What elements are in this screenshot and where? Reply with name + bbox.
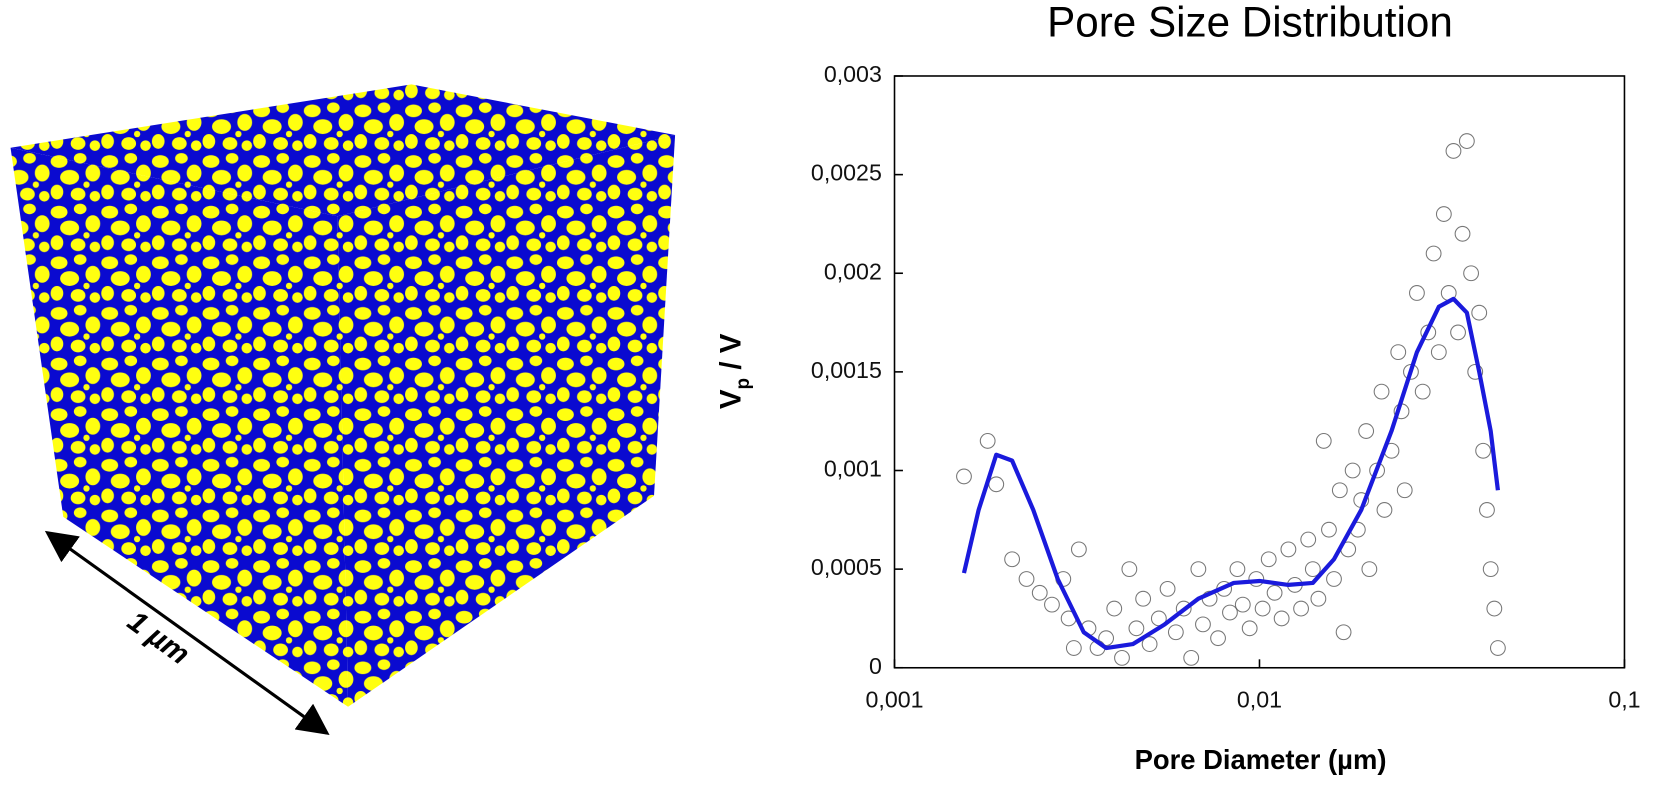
data-point xyxy=(1135,590,1152,607)
scale-label: 1 µm xyxy=(121,605,195,672)
data-point xyxy=(1266,584,1283,601)
scale-arrow xyxy=(44,530,330,736)
y-label-sub: p xyxy=(733,378,754,390)
data-point xyxy=(1409,285,1425,301)
data-point xyxy=(1358,423,1375,439)
cube-right xyxy=(337,135,676,707)
data-point xyxy=(1121,561,1138,578)
data-point xyxy=(1044,596,1060,613)
data-point xyxy=(1315,433,1332,449)
y-label-rest: / V xyxy=(715,333,748,378)
x-tick-label: 0,01 xyxy=(1237,687,1282,713)
data-point xyxy=(1254,600,1271,617)
data-point xyxy=(1463,265,1480,282)
data-point xyxy=(1159,580,1176,597)
data-point xyxy=(1031,584,1048,601)
y-tick-label: 0,002 xyxy=(824,258,882,284)
data-point xyxy=(1475,442,1492,459)
data-point xyxy=(1260,551,1277,568)
data-point xyxy=(988,476,1005,493)
data-point xyxy=(1489,640,1506,656)
data-point xyxy=(1065,640,1082,656)
data-point xyxy=(1373,383,1390,400)
data-point xyxy=(1326,571,1342,587)
data-point xyxy=(1229,561,1246,578)
data-point xyxy=(1293,600,1309,617)
data-point xyxy=(1361,561,1378,578)
x-tick-label: 0,1 xyxy=(1608,687,1640,713)
y-tick-label: 0,003 xyxy=(824,61,882,87)
data-point xyxy=(1241,620,1258,637)
data-point xyxy=(1430,344,1447,361)
data-point xyxy=(1458,133,1475,149)
data-point xyxy=(1195,616,1211,633)
data-point xyxy=(1435,206,1452,222)
y-tick-label: 0,001 xyxy=(824,456,882,482)
data-point xyxy=(956,468,972,485)
cube-left xyxy=(10,147,349,707)
data-point xyxy=(1335,624,1352,641)
data-point xyxy=(1486,600,1503,617)
data-point xyxy=(1248,571,1265,587)
data-point xyxy=(1471,304,1488,321)
fit-line xyxy=(961,296,1500,651)
data-point xyxy=(1167,624,1184,641)
data-point xyxy=(1425,245,1442,262)
data-point xyxy=(1018,571,1035,587)
data-point xyxy=(1280,541,1297,558)
data-point xyxy=(1445,143,1462,159)
y-tick-label: 0,0015 xyxy=(811,357,882,383)
data-point xyxy=(1390,344,1407,361)
data-point xyxy=(1141,636,1158,653)
data-point xyxy=(1004,551,1021,568)
data-point xyxy=(1183,649,1200,666)
data-point xyxy=(1396,482,1413,499)
x-axis-label: Pore Diameter (µm) xyxy=(1135,744,1387,775)
data-point xyxy=(1106,600,1123,617)
data-point xyxy=(1234,596,1251,613)
data-point xyxy=(979,433,996,449)
chart-title: Pore Size Distribution xyxy=(1047,0,1453,45)
data-point xyxy=(1273,610,1290,627)
data-point xyxy=(1070,541,1087,558)
data-point xyxy=(1479,502,1495,518)
data-point xyxy=(1414,383,1431,400)
data-point xyxy=(1467,363,1484,380)
data-point xyxy=(1222,604,1238,621)
cube xyxy=(10,84,676,707)
data-point xyxy=(1175,600,1192,617)
y-tick-label: 0,0005 xyxy=(811,554,882,580)
data-point xyxy=(1304,561,1321,578)
data-point xyxy=(1450,324,1466,341)
data-point xyxy=(1376,502,1393,518)
data-point xyxy=(1310,590,1327,607)
data-point xyxy=(1321,521,1337,538)
data-point xyxy=(1454,225,1471,242)
data-point xyxy=(1331,482,1348,499)
y-axis-label: Vp / V xyxy=(715,333,754,409)
x-tick-label: 0,001 xyxy=(865,687,923,713)
cube-top xyxy=(10,84,676,217)
data-point xyxy=(1300,531,1317,548)
data-point xyxy=(1482,561,1499,578)
data-point xyxy=(1210,630,1226,647)
y-tick-label: 0 xyxy=(869,653,882,679)
data-point xyxy=(1344,462,1361,479)
y-tick-label: 0,0025 xyxy=(811,160,882,186)
data-point xyxy=(1190,561,1207,578)
y-label-main: V xyxy=(715,389,748,409)
data-point xyxy=(1128,620,1145,637)
data-point xyxy=(1114,649,1130,666)
